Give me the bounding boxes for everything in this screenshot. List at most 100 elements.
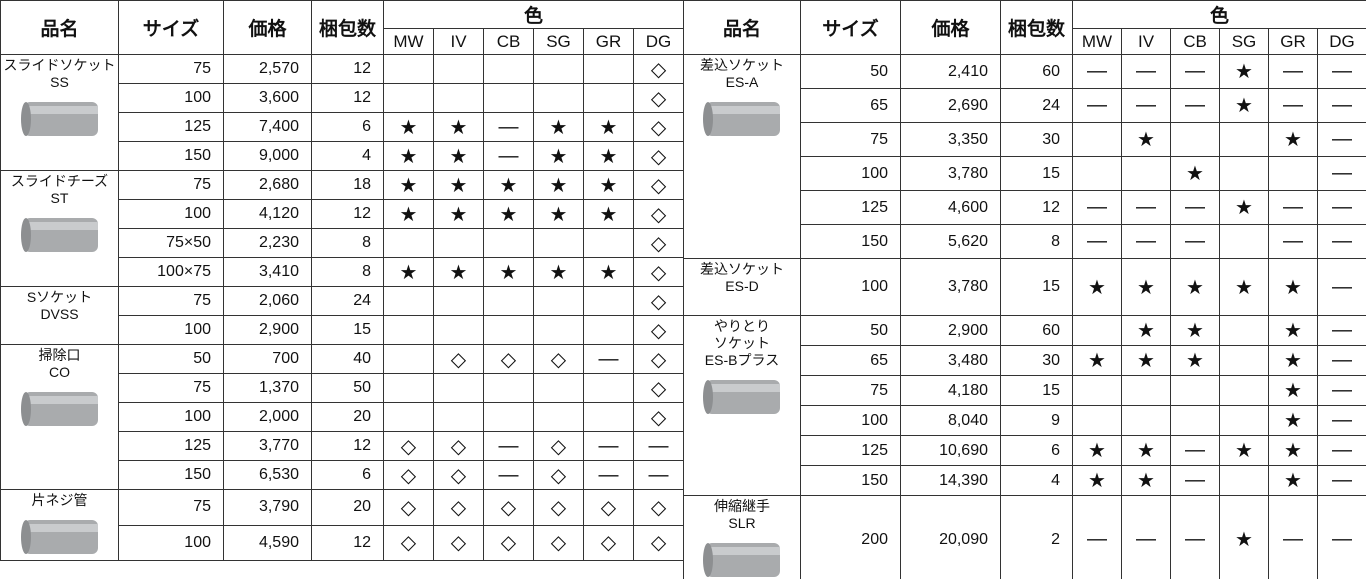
color-cell: ◇ xyxy=(483,489,534,526)
color-cell: ◇ xyxy=(483,524,534,561)
product-name: SS xyxy=(50,74,69,90)
color-cell: ◇ xyxy=(583,489,634,526)
product-name: 片ネジ管 xyxy=(31,492,88,508)
color-cell xyxy=(1219,156,1269,191)
size-cell: 150 xyxy=(118,141,224,171)
table-row: 100 3,600 12 ◇ xyxy=(1,83,683,113)
header-row: 品名 サイズ 価格 梱包数色 xyxy=(683,0,1366,55)
qty-cell: 24 xyxy=(311,286,384,316)
color-cell: ★ xyxy=(1219,435,1269,466)
color-cell xyxy=(533,83,584,113)
color-cell: ★ xyxy=(1268,435,1318,466)
table-row: 100 4,120 12 ★ ★ ★ ★ ★ ◇ xyxy=(1,199,683,229)
color-cell: ★ xyxy=(1121,315,1171,346)
size-cell: 75 xyxy=(800,375,901,406)
color-cell: — xyxy=(1316,315,1366,346)
color-cell xyxy=(1121,156,1171,191)
qty-cell: 12 xyxy=(311,83,384,113)
color-cell xyxy=(433,373,484,403)
header-cell: 価格 xyxy=(900,0,1001,55)
color-cell: — xyxy=(1170,190,1220,225)
price-cell: 3,770 xyxy=(223,431,312,461)
table-row: スライドソケット SS 75 2,570 12 ◇ xyxy=(0,54,683,171)
color-cell: — xyxy=(1316,156,1366,191)
color-header: MW xyxy=(383,28,434,55)
product-name-cell: スライドソケット SS xyxy=(0,54,119,171)
color-cell: — xyxy=(1121,88,1171,123)
product-name-cell: 伸縮継手 SLR xyxy=(683,495,801,579)
table-row: スライドチーズ ST 75 2,680 18 ★ ★ ★ ★ ★ ◇ xyxy=(0,170,683,287)
color-cell: ◇ xyxy=(632,170,683,200)
color-cell: — xyxy=(483,112,534,142)
color-cell: — xyxy=(1121,54,1171,89)
price-cell: 4,120 xyxy=(223,199,312,229)
color-cell: ★ xyxy=(1170,156,1220,191)
header-cell: 価格 xyxy=(223,0,312,55)
price-cell: 9,000 xyxy=(223,141,312,171)
color-cell xyxy=(533,402,584,432)
color-cell: ★ xyxy=(533,257,584,287)
color-cell xyxy=(433,83,484,113)
color-cell xyxy=(1072,375,1122,406)
color-cell xyxy=(383,315,434,345)
color-cell: ★ xyxy=(1121,122,1171,157)
header-cell: 品名 xyxy=(0,0,119,55)
color-cell: — xyxy=(1170,54,1220,89)
color-cell: ★ xyxy=(483,199,534,229)
color-cell: — xyxy=(1170,465,1220,496)
color-cell: ★ xyxy=(433,199,484,229)
color-cell: — xyxy=(1121,224,1171,259)
color-cell: ★ xyxy=(583,199,634,229)
color-cell: ★ xyxy=(1268,405,1318,436)
qty-cell: 60 xyxy=(1000,315,1073,346)
right-table-area: 品名 サイズ 価格 梱包数色 MW IV CB SG GR DG 差込ソケット ES-A 50 2,410… xyxy=(683,0,1366,579)
color-cell xyxy=(483,228,534,258)
color-cell: ◇ xyxy=(632,112,683,142)
color-cell: ◇ xyxy=(433,524,484,561)
price-cell: 5,620 xyxy=(900,224,1001,259)
color-cell xyxy=(533,54,584,84)
product-name-cell: 差込ソケット ES-D xyxy=(683,258,801,316)
color-cell xyxy=(1219,122,1269,157)
color-cell: ◇ xyxy=(583,524,634,561)
color-cell xyxy=(1072,156,1122,191)
color-cell: — xyxy=(1072,224,1122,259)
price-cell: 3,600 xyxy=(223,83,312,113)
table-row: 125 7,400 6 ★ ★ — ★ ★ ◇ xyxy=(1,112,683,142)
color-cell: — xyxy=(1170,224,1220,259)
product-image xyxy=(703,102,780,136)
color-cell: ★ xyxy=(1072,465,1122,496)
color-header: MW xyxy=(1072,28,1122,55)
color-cell xyxy=(1219,465,1269,496)
color-cell: — xyxy=(1316,190,1366,225)
color-cell: ◇ xyxy=(433,489,484,526)
color-cell xyxy=(433,228,484,258)
color-cell: — xyxy=(1316,405,1366,436)
size-cell: 50 xyxy=(118,344,224,374)
color-cell: ★ xyxy=(1072,435,1122,466)
product-table: 品名 サイズ 価格 梱包数色 MW IV CB SG GR DG スライドソケット SS 75 2,570… xyxy=(0,0,683,561)
qty-cell: 12 xyxy=(311,524,384,561)
price-cell: 3,780 xyxy=(900,156,1001,191)
color-cell: ★ xyxy=(1170,345,1220,376)
qty-cell: 6 xyxy=(311,460,384,490)
color-cell xyxy=(1121,375,1171,406)
table-row: 75 3,350 30 ★ ★ — xyxy=(684,122,1366,157)
color-cell xyxy=(383,286,434,316)
color-cell xyxy=(433,315,484,345)
color-cell xyxy=(583,286,634,316)
color-cell xyxy=(1170,375,1220,406)
color-cell xyxy=(483,373,534,403)
color-cell: ★ xyxy=(1268,375,1318,406)
size-cell: 200 xyxy=(800,495,901,579)
color-cell: — xyxy=(1316,465,1366,496)
color-cell: ◇ xyxy=(483,344,534,374)
color-cell xyxy=(533,315,584,345)
size-cell: 125 xyxy=(118,431,224,461)
color-cell: ★ xyxy=(1072,345,1122,376)
color-cell: ◇ xyxy=(533,524,584,561)
color-cell xyxy=(433,402,484,432)
size-cell: 100 xyxy=(800,405,901,436)
qty-cell: 4 xyxy=(1000,465,1073,496)
price-cell: 700 xyxy=(223,344,312,374)
